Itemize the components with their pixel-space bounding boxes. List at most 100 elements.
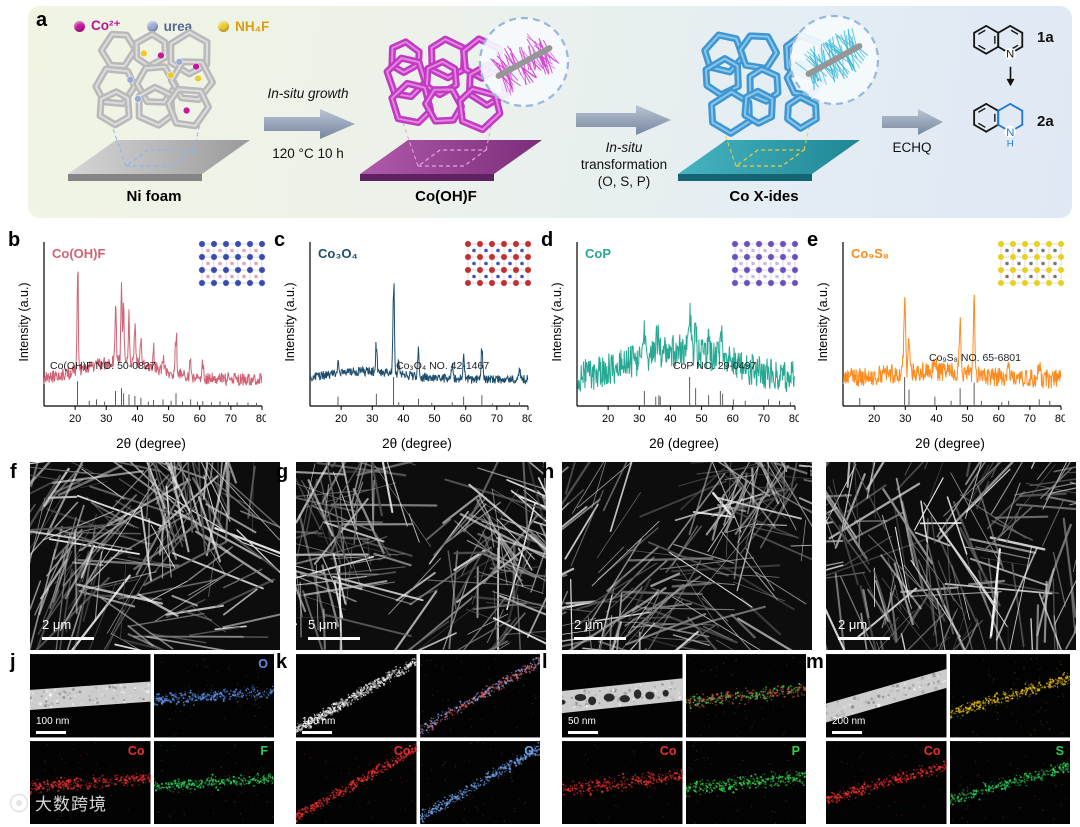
panel-letter-l: l bbox=[542, 651, 548, 673]
xrd-reference-card-cohf: Co(OH)F NO. 50-0827 bbox=[50, 360, 156, 372]
svg-text:80: 80 bbox=[789, 413, 799, 425]
scale-bar-line bbox=[832, 731, 862, 734]
cobalt-map bbox=[562, 740, 683, 824]
scale-bar-text: 100 nm bbox=[302, 716, 336, 727]
element-label: F bbox=[260, 743, 268, 758]
legend-label-cobalt-ion: Co²⁺ bbox=[91, 18, 121, 33]
eds-mapping-cohf: j 100 nm O Co F bbox=[10, 652, 274, 824]
xrd-x-axis-label: 2θ (degree) bbox=[915, 436, 985, 451]
svg-text:20: 20 bbox=[602, 413, 614, 425]
svg-text:N: N bbox=[1006, 127, 1014, 139]
xrd-reference-card-co9s8: Co₉S₈ NO. 65-6801 bbox=[929, 352, 1021, 364]
nanowire-zoom-inset-magenta bbox=[478, 16, 570, 108]
element-map-quad: O bbox=[419, 740, 540, 825]
nanowire-zoom-inset-cyan bbox=[788, 14, 880, 106]
echq-arrow bbox=[882, 109, 943, 135]
stem-image bbox=[30, 654, 151, 738]
xrd-y-axis-label: Intensity (a.u.) bbox=[816, 282, 830, 362]
sem-micrograph bbox=[296, 462, 546, 650]
svg-text:30: 30 bbox=[366, 413, 378, 425]
tetrahydroquinoline-structure: NH bbox=[973, 103, 1024, 150]
quinoline-structure: N bbox=[973, 24, 1024, 61]
cobalt-map bbox=[30, 740, 151, 824]
sem-micrograph bbox=[826, 462, 1076, 650]
xrd-x-axis-label: 2θ (degree) bbox=[382, 436, 452, 451]
panel-letter-j: j bbox=[10, 651, 16, 673]
scale-bar: 100 nm bbox=[302, 711, 335, 734]
panel-letter-h: h bbox=[542, 461, 555, 483]
scale-bar: 200 nm bbox=[832, 711, 865, 734]
svg-text:60: 60 bbox=[993, 413, 1005, 425]
co-xides-foam-graphic bbox=[678, 31, 860, 181]
svg-text:50: 50 bbox=[961, 413, 973, 425]
nh4f-dot bbox=[218, 20, 230, 32]
sem-micrograph bbox=[562, 462, 812, 650]
xrd-x-axis-label: 2θ (degree) bbox=[649, 436, 719, 451]
scale-bar-text: 2 μm bbox=[574, 616, 604, 632]
sem-image-co9s8: i 2 μm bbox=[806, 462, 1076, 650]
svg-text:N: N bbox=[1006, 49, 1014, 61]
cobalt-map bbox=[826, 740, 947, 824]
stem-image-quad: 50 nm bbox=[562, 654, 683, 738]
element-label: Co bbox=[923, 743, 941, 758]
stem-image bbox=[826, 654, 947, 738]
xrd-reference-card-cop: CoP NO. 29-0497 bbox=[673, 360, 757, 372]
cobalt-ion-dot bbox=[74, 20, 85, 32]
scale-bar-line bbox=[568, 731, 598, 734]
eds-mapping-co9s8: m 200 nm Co S bbox=[806, 652, 1070, 824]
svg-text:40: 40 bbox=[664, 413, 676, 425]
svg-text:30: 30 bbox=[633, 413, 645, 425]
svg-text:40: 40 bbox=[397, 413, 409, 425]
element-label: O bbox=[258, 657, 268, 671]
svg-text:20: 20 bbox=[868, 413, 880, 425]
panel-letter-k: k bbox=[276, 651, 288, 673]
svg-text:50: 50 bbox=[695, 413, 707, 425]
element-label: S bbox=[1055, 743, 1064, 758]
ni-foam-graphic bbox=[68, 28, 250, 181]
phosphorus-map bbox=[685, 740, 806, 824]
reactant-row: N 1a bbox=[968, 12, 1054, 63]
panel-letter-b: b bbox=[8, 229, 21, 251]
sulfur-map bbox=[949, 740, 1070, 824]
substrate-label-co-xides: Co X-ides bbox=[729, 188, 799, 205]
xrd-panel-co9s8: e Intensity (a.u.) 20 30 40 50 60 70 80 Co₉S₈ … bbox=[807, 230, 1071, 456]
crystal-structure-inset-cohf bbox=[198, 240, 266, 287]
element-map-quad: Co bbox=[30, 740, 151, 824]
panel-letter-a: a bbox=[36, 9, 48, 31]
sem-image-cop: h 2 μm bbox=[542, 462, 812, 650]
svg-text:20: 20 bbox=[69, 413, 81, 425]
scale-bar-text: 50 nm bbox=[568, 716, 596, 727]
element-map-quad: P bbox=[685, 740, 806, 825]
urea-dot bbox=[146, 20, 158, 32]
fluorine-map bbox=[153, 740, 274, 824]
svg-text:40: 40 bbox=[131, 413, 143, 425]
scale-bar-text: 2 μm bbox=[838, 616, 868, 632]
xrd-y-axis-label: Intensity (a.u.) bbox=[550, 282, 564, 362]
watermark-text: 大数跨境 bbox=[35, 795, 107, 814]
transformation-caption-line3: (O, S, P) bbox=[597, 174, 651, 189]
svg-text:80: 80 bbox=[522, 413, 532, 425]
element-label: O bbox=[524, 743, 534, 758]
xrd-y-axis-label: Intensity (a.u.) bbox=[283, 282, 297, 362]
xrd-title-co3o4: Co₃O₄ bbox=[318, 246, 358, 261]
panel-letter-e: e bbox=[807, 229, 819, 251]
element-label: Co bbox=[127, 743, 145, 758]
scale-bar-text: 200 nm bbox=[832, 716, 866, 727]
legend-item-nh4f: NH₄F bbox=[218, 19, 269, 34]
sem-image-co3o4: g 5 μm bbox=[276, 462, 546, 650]
legend-item-cobalt-ion: Co²⁺ bbox=[74, 18, 121, 34]
legend-label-nh4f: NH₄F bbox=[235, 18, 270, 34]
element-map-quad: Co bbox=[296, 740, 417, 824]
scale-bar-line bbox=[838, 636, 890, 640]
xrd-plot-cohf: 20 30 40 50 60 70 80 bbox=[43, 242, 266, 425]
panel-letter-c: c bbox=[274, 229, 286, 251]
scale-bar: 100 nm bbox=[36, 711, 69, 734]
svg-text:60: 60 bbox=[194, 413, 206, 425]
svg-text:70: 70 bbox=[225, 413, 237, 425]
xrd-panel-cohf: b Intensity (a.u.) 20 30 40 50 60 70 80 Co(OH)… bbox=[8, 230, 272, 456]
xrd-reference-card-co3o4: Co₃O₄ NO. 42-1467 bbox=[396, 360, 490, 372]
scale-bar-line bbox=[42, 636, 94, 640]
panel-letter-g: g bbox=[276, 461, 289, 483]
